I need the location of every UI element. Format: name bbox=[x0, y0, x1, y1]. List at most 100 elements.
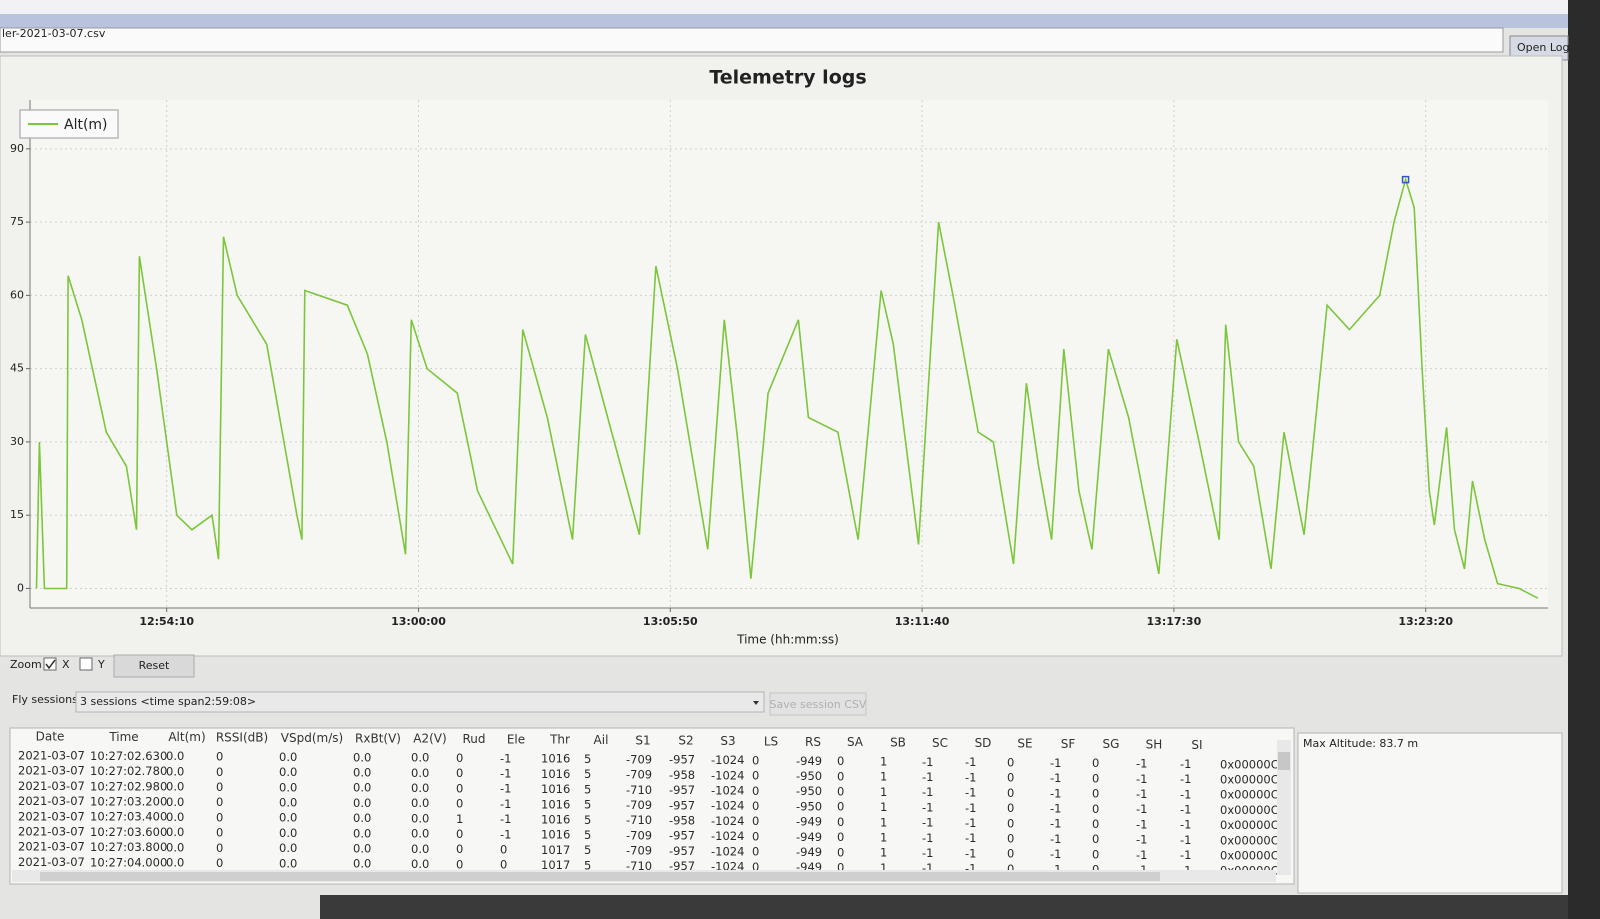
column-header: A2(V) bbox=[413, 732, 446, 746]
table-cell: -1 bbox=[1180, 833, 1191, 847]
table-cell: 0 bbox=[837, 845, 844, 859]
column-header: SI bbox=[1191, 738, 1202, 752]
table-cell: 0.0 bbox=[279, 856, 297, 870]
table-cell: 2021-03-07 bbox=[18, 779, 85, 793]
altitude-line bbox=[35, 176, 1539, 599]
table-cell: 10:27:02.630 bbox=[90, 749, 167, 763]
table-cell: 0.0 bbox=[166, 780, 184, 794]
plot-area bbox=[30, 100, 1548, 608]
table-cell: 0 bbox=[752, 829, 759, 843]
column-header: Date bbox=[36, 730, 65, 744]
table-cell: 0.0 bbox=[411, 827, 429, 841]
column-header: RxBt(V) bbox=[355, 731, 401, 745]
vertical-scrollbar[interactable] bbox=[1277, 740, 1291, 875]
file-path-field[interactable] bbox=[0, 27, 1504, 53]
table-cell: 0.0 bbox=[166, 840, 184, 854]
table-cell: 0x00000C bbox=[1220, 803, 1279, 817]
table-cell: 0 bbox=[456, 827, 463, 841]
table-cell: 0 bbox=[837, 785, 844, 799]
table-cell: 0.0 bbox=[279, 841, 297, 855]
table-cell: 10:27:04.000 bbox=[90, 855, 167, 869]
table-cell: -1 bbox=[1050, 771, 1061, 785]
table-cell: 1016 bbox=[541, 797, 570, 811]
table-cell: 1016 bbox=[541, 782, 570, 796]
table-cell: 0.0 bbox=[279, 811, 297, 825]
table-cell: 0.0 bbox=[353, 750, 371, 764]
column-header: SG bbox=[1103, 737, 1120, 751]
column-header: SD bbox=[975, 736, 992, 750]
table-cell: -1 bbox=[1136, 817, 1147, 831]
table-cell: 0 bbox=[752, 814, 759, 828]
table-cell: -1 bbox=[1136, 757, 1147, 771]
table-cell: 1017 bbox=[541, 843, 570, 857]
table-cell: -1 bbox=[1136, 772, 1147, 786]
table-cell: 0 bbox=[837, 800, 844, 814]
y-tick-label: 30 bbox=[10, 435, 24, 448]
column-header: S1 bbox=[635, 733, 650, 747]
table-cell: -1 bbox=[965, 831, 976, 845]
table-cell: 5 bbox=[584, 828, 591, 842]
table-cell: 0 bbox=[1092, 817, 1099, 831]
chart-title: Telemetry logs bbox=[709, 67, 866, 89]
table-cell: -1 bbox=[500, 751, 511, 765]
save-session-button[interactable] bbox=[769, 692, 867, 716]
table-cell: 0 bbox=[1092, 847, 1099, 861]
plot: 0 15 30 45 60 75 90 12:54:10 13:00:00 13:05:50 13:… bbox=[10, 100, 1548, 628]
table-cell: 0 bbox=[456, 781, 463, 795]
table-cell: -957 bbox=[669, 844, 695, 858]
column-header: S3 bbox=[720, 734, 735, 748]
hscroll-thumb[interactable] bbox=[40, 872, 1160, 881]
table-cell: 0 bbox=[216, 826, 223, 840]
reset-button[interactable] bbox=[113, 654, 195, 678]
zoom-x-checkbox[interactable] bbox=[43, 657, 57, 671]
column-header: SB bbox=[890, 735, 906, 749]
title-band bbox=[0, 14, 1568, 28]
max-altitude: Max Altitude: 83.7 m bbox=[1303, 737, 1418, 750]
table-cell: 0 bbox=[456, 857, 463, 871]
table-cell: 0 bbox=[456, 751, 463, 765]
zoom-y-checkbox[interactable] bbox=[79, 657, 93, 671]
table-cell: -1 bbox=[500, 797, 511, 811]
save-session-label: Save session CSV bbox=[770, 698, 867, 711]
sessions-label: Fly sessions bbox=[12, 693, 78, 706]
table-cell: -1 bbox=[1180, 772, 1191, 786]
table-cell: 1 bbox=[880, 830, 887, 844]
x-tick-label: 13:23:20 bbox=[1398, 615, 1453, 628]
check-mark bbox=[45, 659, 56, 670]
reset-label: Reset bbox=[139, 659, 170, 672]
table-cell: 0.0 bbox=[411, 842, 429, 856]
table-cell: -1024 bbox=[711, 799, 744, 813]
table-cell: -709 bbox=[626, 828, 652, 842]
table-cell: 5 bbox=[584, 813, 591, 827]
scroll-thumb[interactable] bbox=[1278, 752, 1290, 770]
table-cell: 0.0 bbox=[166, 856, 184, 870]
table-cell: -1 bbox=[922, 861, 933, 875]
sessions-dropdown[interactable] bbox=[75, 691, 765, 713]
table-cell: -958 bbox=[669, 814, 695, 828]
table-cell: 0 bbox=[752, 753, 759, 767]
table-cell: -957 bbox=[669, 783, 695, 797]
table-cell: -709 bbox=[626, 798, 652, 812]
table-cell: 0 bbox=[500, 843, 507, 857]
table-cell: 2021-03-07 bbox=[18, 825, 85, 839]
dropdown-arrow bbox=[753, 701, 759, 705]
table-cell: 0 bbox=[216, 795, 223, 809]
table-cell: 0.0 bbox=[279, 780, 297, 794]
x-tick-label: 12:54:10 bbox=[139, 615, 194, 628]
table-cell: -949 bbox=[796, 845, 822, 859]
table-cell: 0 bbox=[837, 861, 844, 875]
table-cell: -1 bbox=[965, 862, 976, 876]
table-cell: 0.0 bbox=[279, 750, 297, 764]
table-cell: 0.0 bbox=[166, 795, 184, 809]
table-cell: -1024 bbox=[711, 783, 744, 797]
table-cell: -957 bbox=[669, 829, 695, 843]
table-cell: -1 bbox=[500, 812, 511, 826]
y-tick-label: 0 bbox=[17, 581, 24, 594]
table-cell: -950 bbox=[796, 799, 822, 813]
table-cell: -1 bbox=[1050, 817, 1061, 831]
table-cell: 0 bbox=[1007, 801, 1014, 815]
table-cell: 2021-03-07 bbox=[18, 794, 85, 808]
table-cell: -1 bbox=[965, 770, 976, 784]
table-cell: 0x00000C bbox=[1220, 833, 1279, 847]
